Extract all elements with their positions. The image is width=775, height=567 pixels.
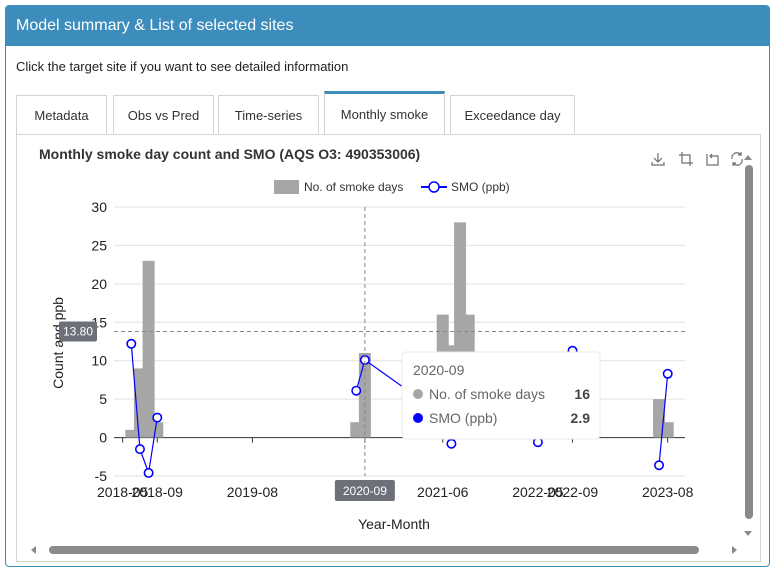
legend-bar-label[interactable]: No. of smoke days [304, 180, 403, 194]
y-tick-label: 5 [99, 391, 107, 407]
x-tick-label: 2022-09 [547, 484, 599, 500]
smo-line-segment [658, 373, 669, 466]
x-tick-label: 2021-06 [417, 484, 469, 500]
undo-icon[interactable] [704, 151, 720, 167]
smo-point-2018-08[interactable] [143, 467, 154, 478]
smo-point-2018-06[interactable] [126, 338, 137, 349]
bar-2023-08[interactable] [661, 422, 674, 438]
crop-icon[interactable] [678, 151, 694, 167]
monthly-smoke-chart[interactable]: Count and ppb Year-Month -50510152025302… [17, 163, 732, 563]
expand-icon[interactable] [729, 151, 745, 167]
smo-point-2023-07[interactable] [654, 460, 665, 471]
crosshair-x-label: 2020-09 [343, 484, 387, 498]
tooltip-line-value: 2.9 [571, 410, 591, 426]
tooltip-bar-value: 16 [574, 386, 590, 402]
tooltip-title: 2020-09 [413, 362, 465, 378]
y-axis-label: Count and ppb [50, 297, 66, 389]
tooltip-box [401, 351, 601, 440]
card-title: Model summary & List of selected sites [6, 6, 769, 46]
chart-title: Monthly smoke day count and SMO (AQS O3:… [39, 146, 421, 162]
y-tick-label: 25 [91, 237, 107, 253]
x-tick-label: 2022-05 [512, 484, 564, 500]
download-icon[interactable] [650, 151, 666, 167]
tooltip-bar-name: No. of smoke days [429, 386, 545, 402]
x-tick-label: 2018-09 [132, 484, 184, 500]
tab-metadata[interactable]: Metadata [16, 95, 107, 135]
y-tick-label: 0 [99, 430, 107, 446]
tab-obs-vs-pred[interactable]: Obs vs Pred [113, 95, 214, 135]
smo-point-2018-09[interactable] [152, 412, 163, 423]
vertical-scroll-thumb[interactable] [745, 165, 753, 519]
crosshair-y-label: 13.80 [63, 325, 93, 339]
instruction-text: Click the target site if you want to see… [16, 59, 349, 74]
model-summary-card: Model summary & List of selected sites C… [5, 5, 770, 567]
x-tick-label: 2023-08 [642, 484, 694, 500]
horizontal-scrollbar[interactable] [29, 543, 739, 557]
smo-line-segment [130, 343, 158, 474]
vertical-scrollbar[interactable] [742, 153, 754, 538]
smo-point-2018-07[interactable] [134, 444, 145, 455]
legend-bar-swatch[interactable] [274, 180, 299, 194]
tooltip-line-name: SMO (ppb) [429, 410, 497, 426]
bar-2018-08[interactable] [142, 260, 155, 438]
bar-2020-09[interactable] [358, 353, 371, 438]
y-tick-label: 20 [91, 276, 107, 292]
chart-panel: Monthly smoke day count and SMO (AQS O3:… [16, 134, 761, 562]
tab-exceedance-day[interactable]: Exceedance day [450, 95, 575, 135]
tab-bar: Metadata Obs vs Pred Time-series Monthly… [16, 91, 756, 135]
crosshair-x-badge [334, 480, 395, 501]
x-tick-label: 2018-05 [97, 484, 149, 500]
bar-2018-09[interactable] [151, 422, 164, 438]
chart-tooltip: 2020-09 No. of smoke days 16 SMO (ppb) 2… [401, 351, 601, 440]
y-tick-label: 30 [91, 199, 107, 215]
y-tick-label: -5 [95, 468, 108, 484]
legend-line-label[interactable]: SMO (ppb) [451, 180, 510, 194]
bar-2018-06[interactable] [125, 429, 138, 438]
smo-point-2021-07[interactable] [446, 438, 457, 449]
tooltip-bar-dot [413, 389, 423, 399]
smo-point-2023-08[interactable] [662, 368, 673, 379]
tab-monthly-smoke[interactable]: Monthly smoke [324, 91, 445, 135]
x-tick-label: 2019-08 [227, 484, 279, 500]
crosshair-y-badge [59, 321, 97, 342]
smo-point-2020-08[interactable] [351, 385, 362, 396]
legend-line-marker[interactable] [428, 181, 440, 193]
horizontal-scroll-thumb[interactable] [49, 546, 699, 554]
y-tick-label: 10 [91, 353, 107, 369]
x-axis-label: Year-Month [358, 516, 430, 532]
tooltip-line-dot [413, 413, 423, 423]
tab-time-series[interactable]: Time-series [218, 95, 319, 135]
